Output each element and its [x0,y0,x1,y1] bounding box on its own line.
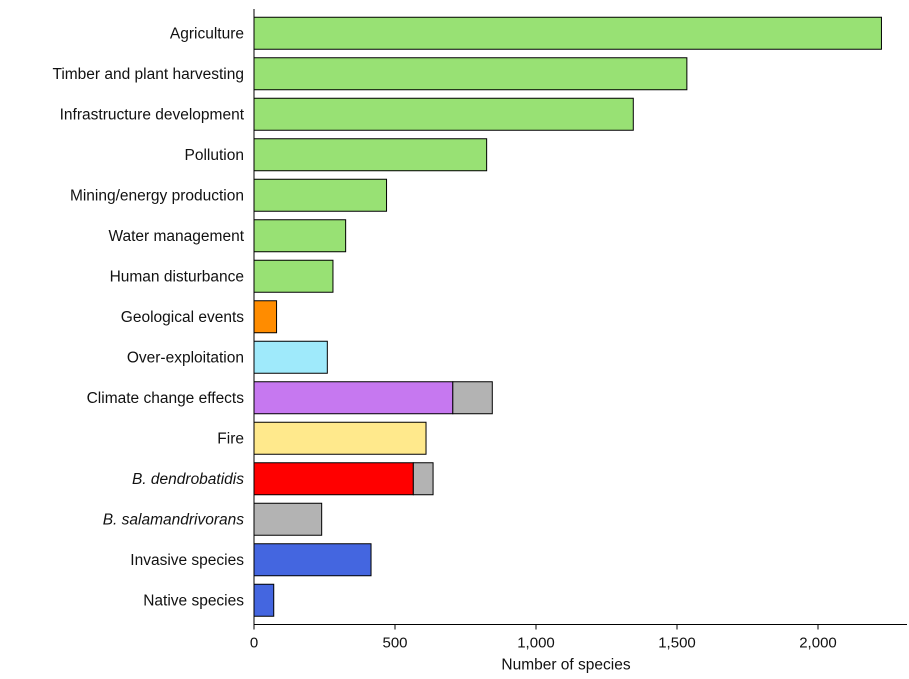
bar-11-segment-0 [253,462,414,496]
bar-11-segment-1 [412,462,434,496]
category-label: Human disturbance [110,268,244,285]
bar-7-segment-0 [253,300,278,334]
bar-1-segment-0 [253,57,688,91]
category-label: Pollution [185,147,244,164]
category-labels: Agriculture Timber and plant harvesting In… [52,25,244,609]
bar-12-segment-1 [253,502,323,536]
category-label: Geological events [121,309,244,326]
x-tick-label: 1,500 [658,635,696,652]
bar-10-segment-0 [253,421,427,455]
bar-layer [253,16,882,617]
category-label: Infrastructure development [60,106,245,123]
x-tick-label: 500 [382,635,407,652]
bar-9-segment-0 [253,381,454,415]
x-axis-title: Number of species [501,657,630,674]
bar-2-segment-0 [253,97,634,131]
category-label: Water management [108,228,244,245]
bar-14-segment-0 [253,583,275,617]
bar-8-segment-0 [253,340,328,374]
category-label: B. salamandrivorans [103,511,245,528]
category-label: Over-exploitation [127,349,244,366]
x-tick-label: 2,000 [799,635,837,652]
category-label: Agriculture [170,25,244,42]
category-label: Mining/energy production [70,187,244,204]
bar-6-segment-0 [253,259,334,293]
bar-13-segment-0 [253,543,372,577]
bar-4-segment-0 [253,178,388,212]
bar-3-segment-0 [253,138,488,172]
category-label: B. dendrobatidis [132,471,244,488]
bar-5-segment-0 [253,219,347,253]
category-label: Timber and plant harvesting [52,66,244,83]
x-tick-label: 0 [250,635,258,652]
bar-0-segment-0 [253,16,882,50]
category-label: Invasive species [130,552,244,569]
x-tick-label: 1,000 [517,635,555,652]
category-label: Climate change effects [87,390,245,407]
category-label: Fire [217,430,244,447]
x-axis-ticks: 0 500 1,000 1,500 2,000 [250,624,837,652]
category-label: Native species [143,592,244,609]
bar-9-segment-1 [452,381,493,415]
